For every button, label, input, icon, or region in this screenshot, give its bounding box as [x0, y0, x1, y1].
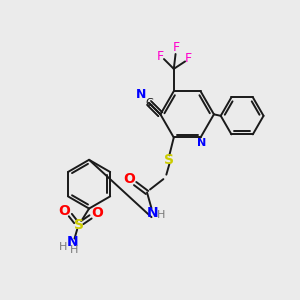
Text: N: N [66, 235, 78, 249]
Text: O: O [91, 206, 103, 220]
Text: H: H [70, 244, 79, 255]
Text: H: H [59, 242, 68, 253]
Text: N: N [197, 138, 207, 148]
Text: S: S [74, 218, 84, 232]
Text: N: N [136, 88, 146, 101]
Text: O: O [123, 172, 135, 186]
Text: O: O [58, 204, 70, 218]
Text: F: F [157, 50, 164, 63]
Text: S: S [164, 153, 174, 167]
Text: N: N [147, 206, 159, 220]
Text: H: H [157, 210, 166, 220]
Text: F: F [172, 41, 180, 54]
Text: C: C [145, 98, 153, 108]
Text: F: F [185, 52, 192, 65]
